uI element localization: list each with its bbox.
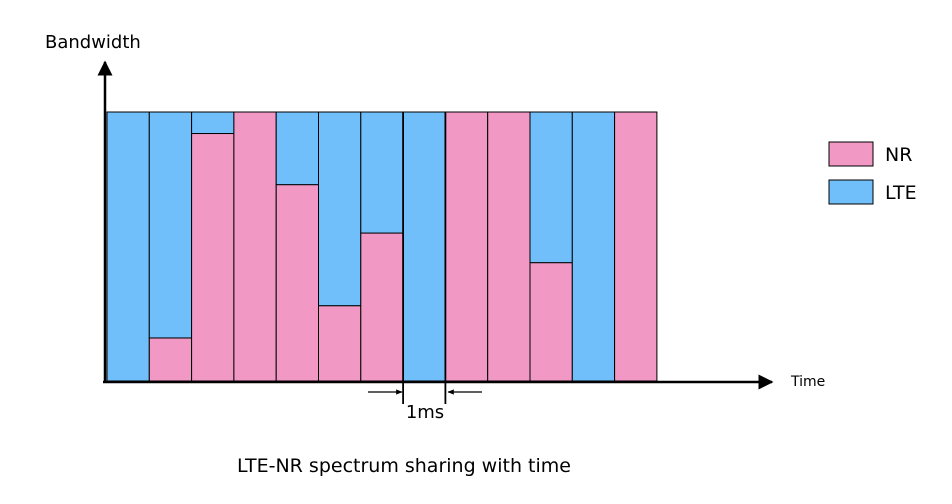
bar-lte-slot-6	[318, 111, 362, 307]
bar-lte-slot-5	[275, 111, 320, 186]
bar-lte-slot-12	[571, 111, 616, 382]
bars-layer	[106, 111, 658, 404]
bar-nr-slot-3	[191, 133, 235, 382]
bar-lte-slot-1	[106, 111, 150, 382]
legend-label-lte: LTE	[885, 182, 917, 204]
legend-swatch-nr	[828, 141, 874, 167]
bar-nr-slot-13	[614, 111, 658, 382]
legend-label-nr: NR	[885, 144, 912, 166]
bar-lte-slot-11	[529, 111, 573, 264]
bar-lte-slot-8	[402, 111, 446, 382]
bar-lte-slot-7	[360, 111, 404, 234]
annotation-label: 1ms	[406, 402, 444, 423]
legend-swatch-lte	[828, 179, 874, 205]
legend: NR LTE	[828, 141, 917, 205]
bar-nr-slot-6	[318, 305, 362, 382]
x-axis-label: Time	[790, 374, 825, 390]
chart-caption: LTE-NR spectrum sharing with time	[237, 455, 571, 477]
bar-nr-slot-7	[360, 232, 404, 382]
duration-annotation: 1ms	[368, 389, 482, 423]
bar-lte-slot-2	[148, 111, 193, 339]
bar-nr-slot-4	[233, 111, 277, 382]
y-axis-label: Bandwidth	[45, 32, 141, 53]
bar-nr-slot-11	[529, 262, 573, 382]
bar-nr-slot-5	[275, 184, 320, 382]
bar-nr-slot-10	[487, 111, 531, 382]
bar-nr-slot-9	[444, 111, 489, 382]
bar-nr-slot-2	[148, 337, 193, 382]
bar-lte-slot-3	[191, 111, 235, 135]
